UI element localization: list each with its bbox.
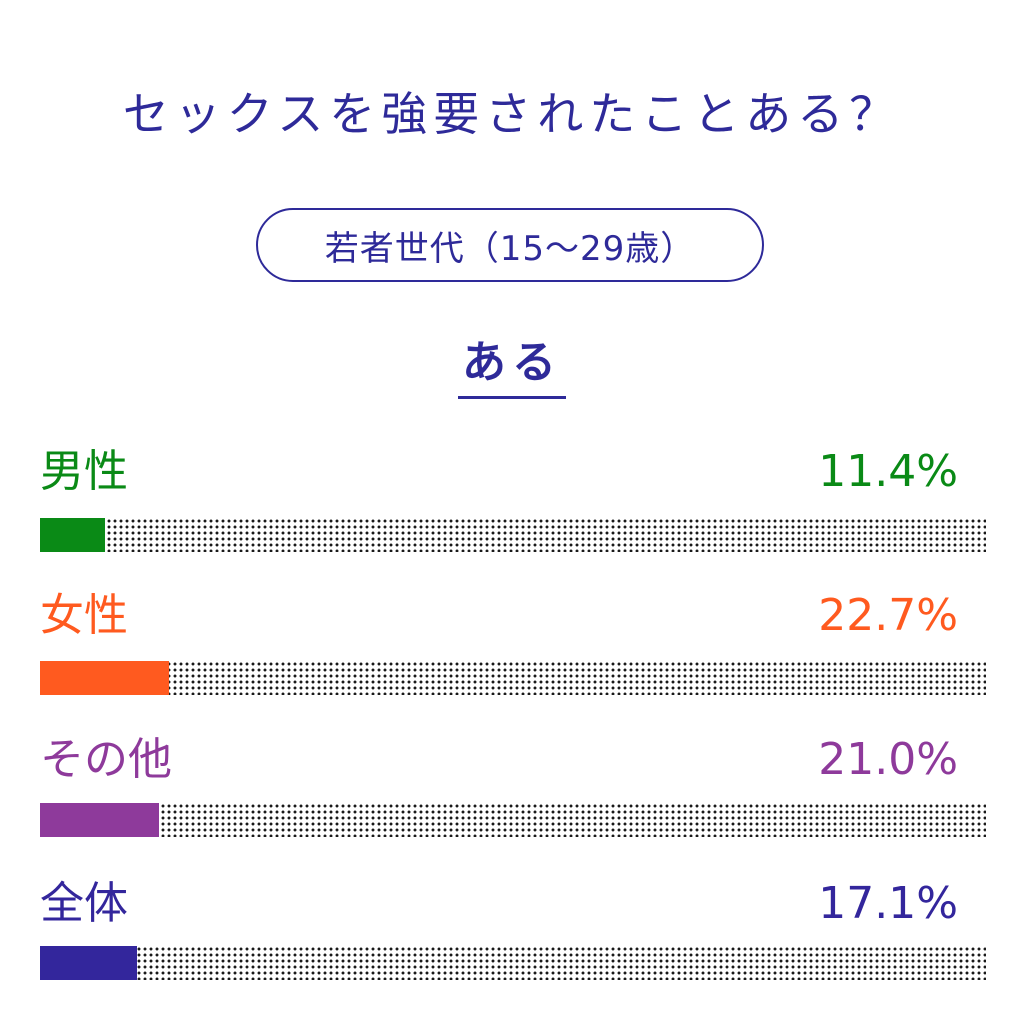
bar-label-male: 男性 <box>40 446 128 497</box>
bar-label-female: 女性 <box>40 590 128 641</box>
bar-value-label-female: 22.7% <box>818 590 958 641</box>
age-group-label: 若者世代（15〜29歳） <box>324 228 696 269</box>
bar-all <box>40 946 137 980</box>
chart-title: セックスを強要されたことある？ <box>122 87 902 141</box>
bar-value-label-other: 21.0% <box>818 734 958 785</box>
bar-track-other <box>40 803 986 837</box>
bar-value-label-all: 17.1% <box>818 878 958 929</box>
bar-value-label-male: 11.4% <box>818 446 958 497</box>
age-group-badge: 若者世代（15〜29歳） <box>256 208 764 282</box>
bar-label-all: 全体 <box>40 878 128 929</box>
bar-track-all <box>40 946 986 980</box>
bar-female <box>40 661 169 695</box>
answer-label: ある <box>458 326 566 399</box>
answer-heading: ある <box>0 326 1024 399</box>
bar-label-other: その他 <box>40 734 172 785</box>
bar-track-male <box>40 518 986 552</box>
bar-other <box>40 803 160 837</box>
bar-male <box>40 518 105 552</box>
bar-track-female <box>40 661 986 695</box>
